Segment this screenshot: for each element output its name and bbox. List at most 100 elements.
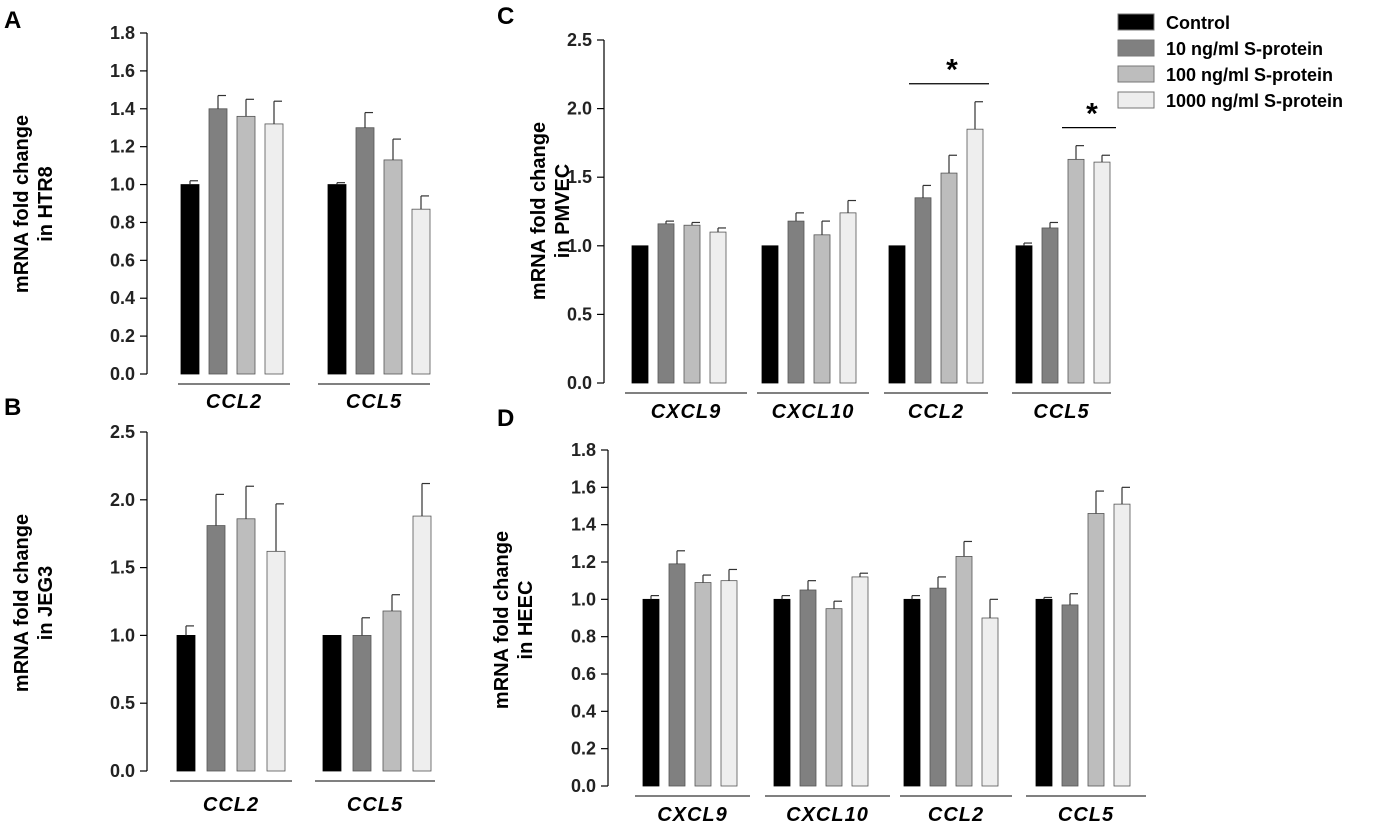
y-tick-label: 0.0 <box>110 364 135 384</box>
bar-ccl2-series-2 <box>207 526 225 771</box>
bar-ccl5-series-1 <box>1036 599 1052 786</box>
panel-c-pmvec-chart: C mRNA fold change in PMVEC 0.0 0.5 1.0 1.5… <box>497 3 1116 423</box>
bar-ccl2-series-1 <box>889 246 905 383</box>
bar-cxcl10-series-3 <box>814 235 830 383</box>
plot-area-d: 0.00.20.40.60.81.01.21.41.61.8CXCL9 CXCL1… <box>571 440 1146 825</box>
category-label: CXCL10 <box>772 401 855 423</box>
category-label: CCL2 <box>203 794 259 816</box>
category-label: CCL2 <box>206 391 262 413</box>
plot-area-c: 0.0 0.5 1.0 1.5 2.0 2.5 CXCL9 CXCL10 CCL2 CCL5 * * <box>567 30 1116 423</box>
y-axis-label-a-line1: mRNA fold change <box>11 115 33 293</box>
bar-ccl5-series-3 <box>1088 513 1104 786</box>
y-tick-label: 0.4 <box>110 288 135 308</box>
y-tick-label: 1.4 <box>571 515 596 535</box>
category-label: CCL5 <box>347 794 403 816</box>
legend-item-10ng: 10 ng/ml S-protein <box>1118 39 1323 59</box>
bar-ccl5-series-3 <box>1068 159 1084 383</box>
bar-ccl5-series-1 <box>1016 246 1032 383</box>
y-tick-label: 1.6 <box>571 477 596 497</box>
y-tick-label: 1.4 <box>110 99 135 119</box>
bar-cxcl10-series-1 <box>762 246 778 383</box>
panel-d-heec-chart: D mRNA fold change in HEEC 0.00.20.40.60… <box>491 405 1146 825</box>
bar-cxcl9-series-3 <box>684 225 700 383</box>
legend-label: Control <box>1166 13 1230 33</box>
bar-cxcl9-series-3 <box>695 583 711 786</box>
category-label: CCL5 <box>1033 401 1089 423</box>
y-tick-label: 0.6 <box>110 250 135 270</box>
y-tick-label: 0.0 <box>110 761 135 781</box>
bar-ccl2-series-2 <box>915 198 931 383</box>
y-tick-label: 1.2 <box>110 137 135 157</box>
legend: Control 10 ng/ml S-protein 100 ng/ml S-p… <box>1118 13 1343 111</box>
bar-ccl2-series-4 <box>265 124 283 374</box>
y-tick-label: 1.0 <box>110 625 135 645</box>
y-tick-label: 0.8 <box>571 627 596 647</box>
category-label: CXCL9 <box>651 401 722 423</box>
y-tick-label: 1.0 <box>567 236 592 256</box>
y-tick-label: 1.5 <box>110 558 135 578</box>
bar-cxcl9-series-1 <box>632 246 648 383</box>
bar-ccl2-series-3 <box>237 519 255 771</box>
panel-letter-d: D <box>497 405 514 432</box>
bar-ccl2-series-3 <box>237 116 255 374</box>
bar-ccl2-series-4 <box>267 551 285 771</box>
significance-asterisk: * <box>946 54 958 87</box>
bar-cxcl9-series-4 <box>721 581 737 786</box>
y-tick-label: 1.6 <box>110 61 135 81</box>
bar-ccl2-series-1 <box>181 185 199 374</box>
panel-letter-a: A <box>4 7 21 34</box>
category-label: CCL5 <box>346 391 402 413</box>
y-tick-label: 1.8 <box>571 440 596 460</box>
bar-ccl2-series-4 <box>967 129 983 383</box>
y-tick-label: 0.5 <box>567 304 592 324</box>
bar-ccl5-series-2 <box>356 128 374 374</box>
bar-ccl2-series-1 <box>904 599 920 786</box>
y-axis-label-b-line1: mRNA fold change <box>11 514 33 692</box>
legend-swatch <box>1118 92 1154 108</box>
y-tick-label: 0.2 <box>571 739 596 759</box>
bar-cxcl10-series-1 <box>774 599 790 786</box>
y-axis-label-a-line2: in HTR8 <box>35 166 57 242</box>
y-tick-label: 2.5 <box>110 422 135 442</box>
bar-cxcl9-series-2 <box>669 564 685 786</box>
y-tick-label: 2.5 <box>567 30 592 50</box>
y-tick-label: 0.0 <box>571 776 596 796</box>
y-tick-label: 1.0 <box>571 589 596 609</box>
y-tick-label: 1.5 <box>567 167 592 187</box>
legend-label: 1000 ng/ml S-protein <box>1166 91 1343 111</box>
bar-ccl5-series-4 <box>1094 162 1110 383</box>
category-label: CXCL10 <box>786 804 869 825</box>
bar-ccl2-series-4 <box>982 618 998 786</box>
legend-swatch <box>1118 40 1154 56</box>
bar-ccl2-series-2 <box>930 588 946 786</box>
significance-asterisk: * <box>1086 98 1098 131</box>
legend-item-1000ng: 1000 ng/ml S-protein <box>1118 91 1343 111</box>
y-tick-label: 2.0 <box>567 99 592 119</box>
panel-letter-b: B <box>4 394 21 421</box>
plot-area-b: 0.0 0.5 1.0 1.5 2.0 2.5 CCL2 CCL5 <box>110 422 435 816</box>
bar-cxcl10-series-4 <box>852 577 868 786</box>
bar-ccl5-series-2 <box>353 635 371 771</box>
y-axis-label-c-line1: mRNA fold change <box>528 122 550 300</box>
bar-ccl5-series-1 <box>328 185 346 374</box>
y-axis-label-d-line2: in HEEC <box>515 581 537 660</box>
y-tick-label: 0.5 <box>110 693 135 713</box>
bar-cxcl10-series-2 <box>788 221 804 383</box>
bar-ccl2-series-3 <box>956 556 972 786</box>
bar-cxcl9-series-4 <box>710 232 726 383</box>
category-label: CCL2 <box>928 804 984 825</box>
legend-item-100ng: 100 ng/ml S-protein <box>1118 65 1333 85</box>
legend-label: 10 ng/ml S-protein <box>1166 39 1323 59</box>
bar-cxcl10-series-4 <box>840 213 856 383</box>
bar-ccl5-series-1 <box>323 635 341 771</box>
y-tick-label: 0.4 <box>571 701 596 721</box>
y-tick-label: 0.8 <box>110 212 135 232</box>
y-tick-label: 0.2 <box>110 326 135 346</box>
panel-letter-c: C <box>497 3 514 30</box>
y-tick-label: 2.0 <box>110 490 135 510</box>
y-tick-label: 0.0 <box>567 373 592 393</box>
bar-cxcl10-series-2 <box>800 590 816 786</box>
bar-ccl5-series-2 <box>1062 605 1078 786</box>
y-tick-label: 1.0 <box>110 175 135 195</box>
y-axis-label-b-line2: in JEG3 <box>35 566 57 640</box>
